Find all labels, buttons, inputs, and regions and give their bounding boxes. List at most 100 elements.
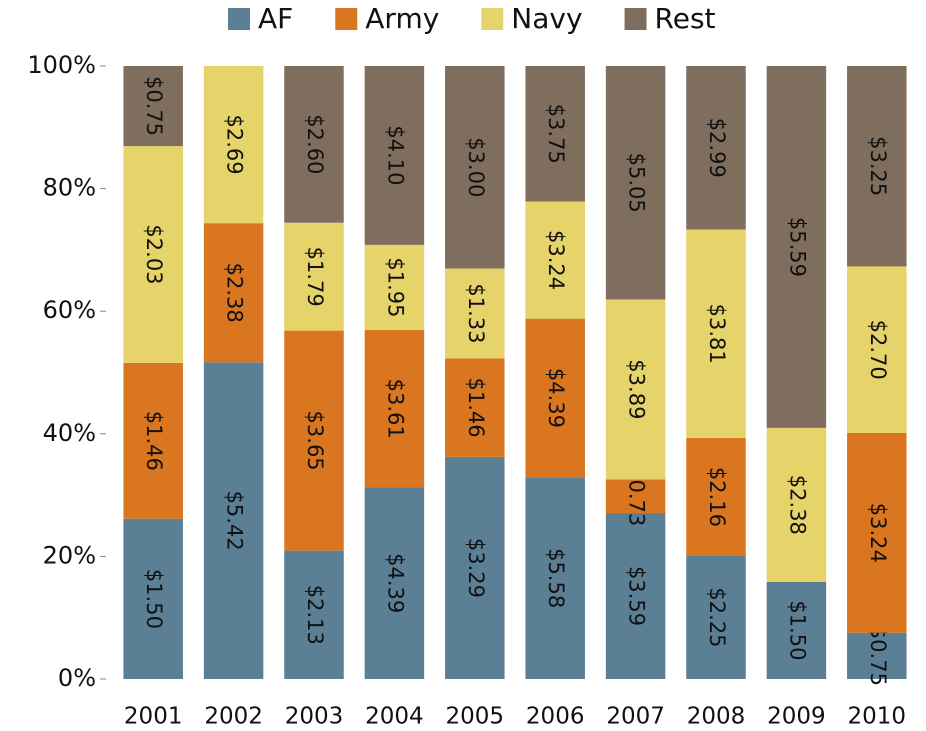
bar-segment [284,550,344,679]
x-tick-label: 2002 [204,704,263,730]
data-label: $5.58 [544,548,568,608]
bar-segment [847,266,907,433]
data-label: $1.46 [464,378,488,438]
bar-segment [766,581,827,679]
data-label: $3.75 [544,104,568,164]
bar-segment [284,330,344,551]
bar-segment [445,358,505,457]
data-label: $1.79 [303,247,327,307]
x-tick-label: 2010 [848,704,907,730]
bar-segment [284,222,344,331]
bar-segment [364,329,425,488]
bar-segment [605,513,666,679]
x-tick-label: 2007 [606,704,665,730]
data-label: $5.59 [785,217,809,277]
bar-segment [123,518,183,679]
data-label: $3.29 [464,538,488,598]
x-tick-label: 2004 [365,704,424,730]
data-label: $0.75 [142,76,166,136]
data-label: $2.13 [303,585,327,645]
bar-segment [445,456,505,679]
bar-segment [123,362,183,519]
data-label: $2.16 [705,467,729,527]
data-label: $3.89 [625,359,649,419]
y-tick-label: 0% [58,664,96,692]
data-label: $2.25 [705,587,729,647]
legend-swatch [624,8,647,30]
data-label: $1.33 [464,283,488,343]
data-label: $4.39 [544,368,568,428]
bar-segment [525,318,585,478]
legend-label: AF [258,2,293,35]
data-label: $4.39 [383,553,407,613]
y-tick-label: 100% [27,51,96,79]
data-label: $2.60 [303,114,327,174]
y-tick-label: 40% [43,419,96,447]
data-label: $3.00 [464,137,488,197]
bar-segment [525,66,585,202]
data-label: $2.69 [223,115,247,175]
data-label: $1.46 [142,411,166,471]
legend-swatch [228,8,250,30]
x-tick-label: 2006 [526,704,585,730]
data-label: $4.10 [383,125,407,185]
bar-segment [284,66,344,223]
legend-label: Army [365,2,439,35]
bar-segment [605,299,666,480]
bar-segment [203,66,264,224]
bar-segment [364,244,425,330]
x-tick-label: 2008 [687,704,746,730]
data-label: $3.81 [705,304,729,364]
data-label: $3.65 [303,411,327,471]
data-label: $3.24 [544,230,568,290]
bar-segment [766,427,827,582]
data-label: $5.05 [625,153,649,213]
data-label: $2.70 [866,320,890,380]
data-label: $3.61 [383,379,407,439]
data-label: $3.24 [866,503,890,563]
data-label: $1.50 [142,569,166,629]
data-label: $2.99 [705,118,729,178]
bar-segment [203,223,264,363]
data-label: $5.42 [223,491,247,551]
legend-swatch [481,8,504,30]
bar-segment [123,66,183,147]
bar-segment [203,362,264,679]
y-tick-label: 20% [43,541,96,569]
bar-segment [847,632,907,679]
data-label: $1.50 [785,600,809,660]
x-tick-label: 2001 [124,704,183,730]
bar-segment [364,66,425,245]
data-label: $3.25 [866,136,890,196]
bar-segment [605,479,666,514]
data-label: $2.38 [785,475,809,535]
bar-segment [605,66,666,300]
y-tick-label: 80% [43,174,96,202]
bar-segment [525,201,585,319]
bar-segment [847,432,907,633]
bar-segment [445,66,505,269]
data-label: $3.59 [625,566,649,626]
y-tick-label: 60% [43,296,96,324]
bar-segment [686,555,746,679]
bar-segment [686,229,746,438]
bar-segment [686,66,746,230]
legend-swatch [335,8,358,30]
bar-segment [445,268,505,359]
data-label: $2.38 [223,263,247,323]
data-label: $0.75 [866,626,890,686]
bar-segment [525,477,585,679]
x-tick-label: 2009 [767,704,826,730]
bar-segment [364,487,425,679]
bar-segment [686,437,746,556]
data-label: $2.03 [142,224,166,284]
legend-label: Navy [511,2,582,35]
bar-segment [766,66,827,428]
data-label: $1.95 [383,257,407,317]
legend-label: Rest [655,2,716,35]
bar-segment [123,146,183,363]
x-tick-label: 2003 [285,704,344,730]
x-tick-label: 2005 [446,704,505,730]
bar-segment [847,66,907,267]
